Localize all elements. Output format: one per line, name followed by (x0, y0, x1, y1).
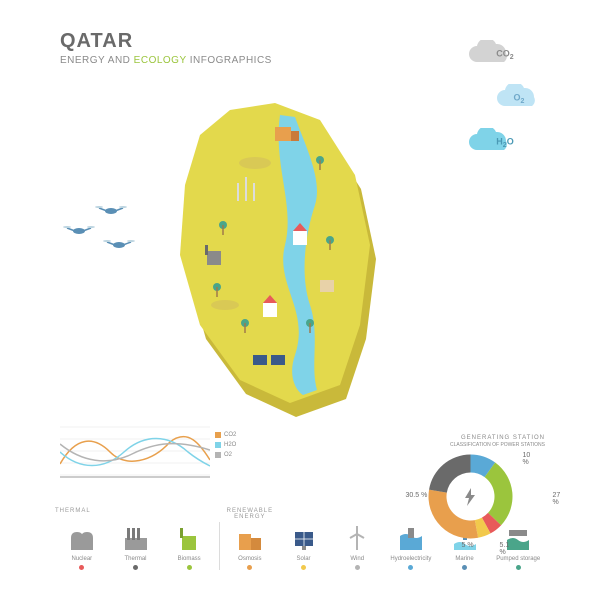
line-chart (60, 422, 210, 482)
country-title: QATAR (60, 30, 272, 53)
bolt-icon (450, 477, 490, 517)
cloud-o: O2 (493, 84, 545, 114)
generating-station-panel: GENERATING STATION CLASSIFICATION OF POW… (395, 435, 545, 555)
cloud-co: CO2 (465, 40, 545, 70)
qatar-map (145, 55, 405, 425)
energy-biomass: Biomass (162, 518, 216, 570)
line-chart-legend: CO2H2OO2 (215, 430, 236, 460)
donut-chart: 10 %27 %5.1 %5 %30.5 % (428, 454, 513, 539)
energy-osmosis: RENEWABLE ENERGYOsmosis (223, 518, 277, 570)
drones (55, 195, 150, 265)
energy-solar: Solar (277, 518, 331, 570)
donut-subtitle: CLASSIFICATION OF POWER STATIONS (395, 442, 545, 448)
energy-wind: Wind (330, 518, 384, 570)
donut-title: GENERATING STATION (395, 435, 545, 441)
cloud-h: H2O (465, 128, 545, 158)
clouds-group: CO2 O2 H2O (465, 40, 545, 172)
energy-nuclear: THERMALNuclear (55, 518, 109, 570)
energy-thermal: Thermal (109, 518, 163, 570)
